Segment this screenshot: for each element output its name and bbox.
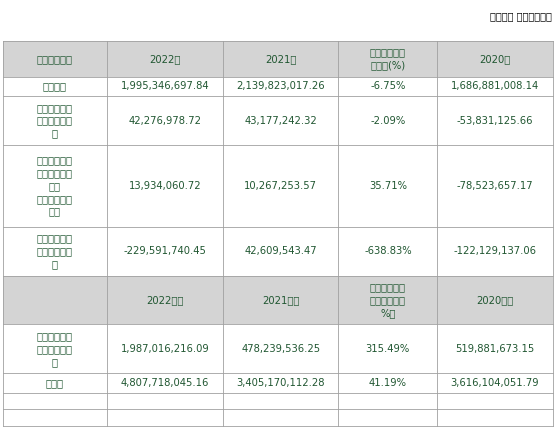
Text: 2020年: 2020年 — [479, 54, 511, 63]
Text: 43,177,242.32: 43,177,242.32 — [244, 116, 317, 126]
Text: -53,831,125.66: -53,831,125.66 — [457, 116, 534, 126]
Text: 315.49%: 315.49% — [366, 344, 410, 354]
Text: 本期比上年同
期增减(%): 本期比上年同 期增减(%) — [370, 47, 406, 70]
Text: 2021年: 2021年 — [265, 54, 296, 63]
Text: 13,934,060.72: 13,934,060.72 — [129, 181, 201, 191]
Text: 42,276,978.72: 42,276,978.72 — [129, 116, 202, 126]
Text: -6.75%: -6.75% — [370, 82, 406, 91]
Text: 1,995,346,697.84: 1,995,346,697.84 — [121, 82, 209, 91]
Text: 4,807,718,045.16: 4,807,718,045.16 — [121, 378, 209, 388]
Text: -229,591,740.45: -229,591,740.45 — [124, 246, 207, 256]
Text: 1,686,881,008.14: 1,686,881,008.14 — [451, 82, 539, 91]
Text: 10,267,253.57: 10,267,253.57 — [244, 181, 317, 191]
Text: 2022年末: 2022年末 — [146, 295, 184, 305]
Text: 营业收入: 营业收入 — [43, 82, 67, 91]
Text: -2.09%: -2.09% — [370, 116, 406, 126]
Text: 主要会计数据: 主要会计数据 — [37, 54, 73, 63]
Text: 本期末比上年
同期末增减（
%）: 本期末比上年 同期末增减（ %） — [370, 282, 406, 318]
Text: 归属于上市公
司股东的净利
润: 归属于上市公 司股东的净利 润 — [37, 103, 73, 139]
Text: 478,239,536.25: 478,239,536.25 — [241, 344, 320, 354]
Text: 总资产: 总资产 — [46, 378, 64, 388]
Text: 2,139,823,017.26: 2,139,823,017.26 — [237, 82, 325, 91]
Text: 单位：元 币种：人民币: 单位：元 币种：人民币 — [490, 11, 552, 21]
Text: 519,881,673.15: 519,881,673.15 — [455, 344, 535, 354]
Text: 3,405,170,112.28: 3,405,170,112.28 — [237, 378, 325, 388]
Text: 归属于上市公
司股东的净资
产: 归属于上市公 司股东的净资 产 — [37, 331, 73, 367]
Text: 归属于上市公
司股东的扣除
非经
常性损益的净
利润: 归属于上市公 司股东的扣除 非经 常性损益的净 利润 — [37, 155, 73, 217]
Text: 42,609,543.47: 42,609,543.47 — [244, 246, 317, 256]
Text: 2022年: 2022年 — [149, 54, 181, 63]
Text: 41.19%: 41.19% — [369, 378, 407, 388]
Text: 2020年末: 2020年末 — [476, 295, 514, 305]
Text: -122,129,137.06: -122,129,137.06 — [454, 246, 537, 256]
Text: -638.83%: -638.83% — [364, 246, 412, 256]
Text: 1,987,016,216.09: 1,987,016,216.09 — [121, 344, 209, 354]
Text: 3,616,104,051.79: 3,616,104,051.79 — [451, 378, 540, 388]
Text: 2021年末: 2021年末 — [262, 295, 299, 305]
Text: 经营活动产生
的现金流量净
额: 经营活动产生 的现金流量净 额 — [37, 233, 73, 269]
Text: 35.71%: 35.71% — [369, 181, 407, 191]
Text: -78,523,657.17: -78,523,657.17 — [456, 181, 534, 191]
